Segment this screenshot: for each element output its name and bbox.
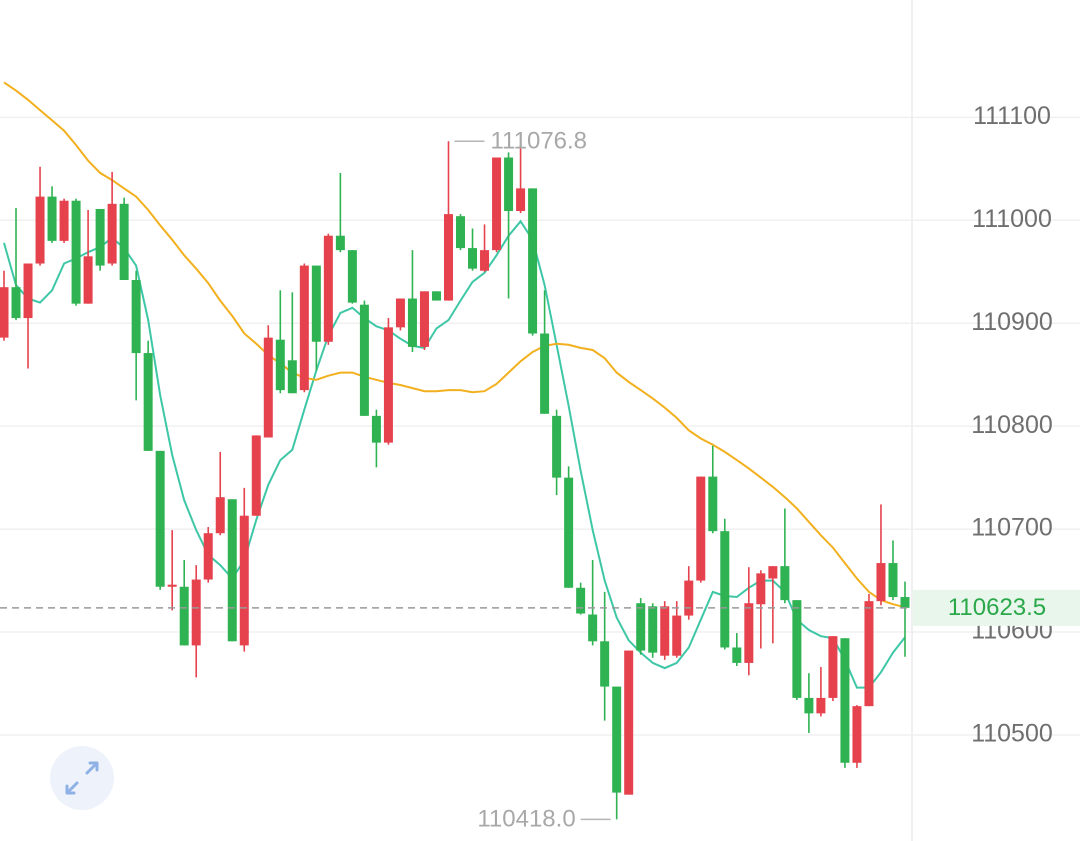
candle-body	[47, 196, 57, 241]
candle-body	[732, 647, 742, 663]
ma-lines	[3, 81, 906, 689]
candle-body	[239, 515, 249, 646]
candle-body	[275, 339, 285, 391]
y-tick-label: 110900	[971, 308, 1053, 336]
candle-body	[299, 265, 309, 391]
candle-body	[107, 203, 117, 264]
candle-body	[179, 586, 189, 646]
candle-body	[528, 188, 538, 334]
candle-body	[684, 580, 694, 616]
candle-body	[203, 533, 213, 580]
candle-body	[564, 477, 574, 588]
candle-body	[900, 597, 910, 608]
candle-body	[263, 337, 273, 438]
candle-body	[540, 333, 550, 414]
candle-body	[816, 697, 826, 714]
candle-body	[311, 265, 321, 342]
candles	[0, 141, 910, 820]
candle-body	[612, 686, 622, 793]
candle-body	[636, 603, 646, 651]
last-price-label: 110623.5	[948, 594, 1046, 621]
expand-icon[interactable]	[65, 761, 99, 795]
candle-body	[792, 600, 802, 698]
candle-body	[59, 200, 69, 241]
candle-body	[456, 216, 466, 249]
candle-body	[624, 650, 634, 795]
candle-body	[804, 697, 814, 714]
candle-body	[143, 353, 153, 451]
y-tick-label: 111100	[973, 102, 1051, 130]
candle-body	[371, 415, 381, 443]
candle-body	[347, 250, 357, 303]
candle-body	[696, 476, 706, 581]
y-tick-label: 110700	[971, 514, 1053, 542]
candle-body	[660, 606, 670, 656]
candle-body	[419, 291, 429, 347]
y-tick-label: 110500	[971, 720, 1053, 748]
candle-body	[191, 579, 201, 646]
candle-body	[600, 641, 610, 687]
candle-body	[780, 566, 790, 601]
expand-button[interactable]	[50, 746, 114, 810]
candle-body	[864, 601, 874, 707]
candle-body	[383, 327, 393, 443]
overlay: 111076.8 110418.0 110623.5	[0, 128, 1080, 833]
candle-body	[720, 531, 730, 648]
candle-body	[768, 566, 778, 579]
candle-body	[468, 248, 478, 269]
candle-body	[888, 563, 898, 598]
candle-body	[251, 435, 261, 516]
y-tick-label: 110800	[971, 411, 1053, 439]
ma-line	[3, 219, 906, 689]
candle-body	[504, 157, 514, 212]
annotation-label: 110418.0	[477, 806, 575, 833]
candle-body	[431, 291, 441, 301]
ma-line	[3, 81, 906, 609]
candle-body	[35, 196, 45, 264]
grid	[0, 116, 1080, 736]
candle-body	[71, 200, 81, 304]
candle-body	[95, 208, 105, 266]
y-axis: 1105001106001107001108001109001110001111…	[971, 102, 1053, 748]
candle-body	[840, 638, 850, 763]
candle-body	[0, 287, 9, 338]
candle-body	[131, 279, 141, 354]
candle-body	[708, 476, 718, 532]
expand-button-bg[interactable]	[50, 746, 114, 810]
candle-body	[576, 587, 586, 614]
candle-body	[672, 615, 682, 656]
candle-body	[407, 298, 417, 347]
candle-body	[119, 203, 129, 280]
candle-body	[828, 636, 838, 698]
candle-body	[648, 606, 658, 653]
y-tick-label: 111000	[972, 205, 1052, 233]
candle-body	[83, 256, 93, 304]
candle-body	[588, 614, 598, 642]
candle-body	[516, 188, 526, 212]
candle-body	[335, 235, 345, 251]
candle-body	[23, 263, 33, 319]
candle-body	[395, 298, 405, 328]
candle-body	[323, 235, 333, 342]
candle-body	[852, 706, 862, 763]
candle-body	[215, 497, 225, 534]
candle-body	[480, 250, 490, 271]
candle-body	[11, 287, 21, 319]
candle-body	[287, 360, 297, 394]
candle-body	[876, 563, 886, 602]
candle-body	[552, 415, 562, 478]
candle-body	[492, 157, 502, 251]
candle-body	[443, 214, 453, 301]
candle-body	[359, 304, 369, 416]
candle-body	[756, 573, 766, 605]
candle-body	[744, 603, 754, 663]
candle-body	[227, 499, 237, 642]
last-price-badge	[913, 589, 1080, 626]
candle-body	[167, 584, 177, 587]
annotation-label: 111076.8	[490, 128, 587, 155]
candle-body	[155, 450, 165, 587]
